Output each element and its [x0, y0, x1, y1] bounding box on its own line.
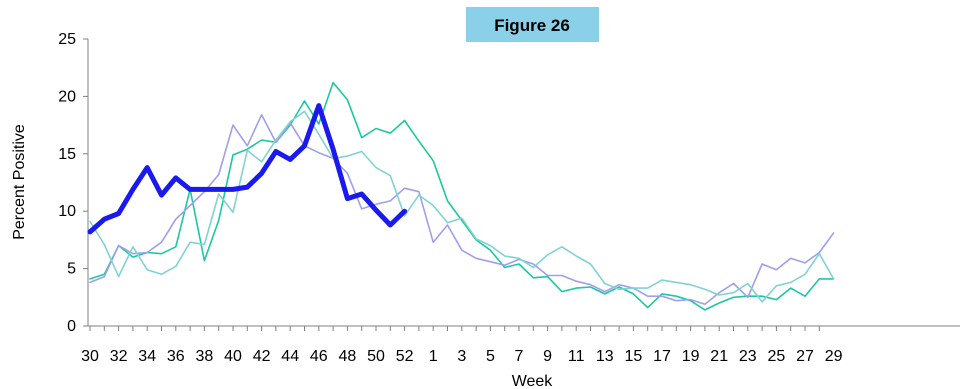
y-axis-title: Percent Positive [11, 124, 28, 240]
x-tick-label: 48 [339, 348, 357, 365]
x-axis-title: Week [512, 373, 554, 389]
x-tick-label: 13 [596, 348, 614, 365]
x-tick-label: 7 [515, 348, 524, 365]
x-tick-label: 46 [310, 348, 328, 365]
x-tick-label: 23 [739, 348, 757, 365]
x-tick-label: 34 [138, 348, 156, 365]
y-tick-label: 25 [58, 31, 76, 48]
x-axis-ticks: 30 32 34 36 38 40 42 44 46 48 50 52 1 3 5 7 9 11 13 15 17 19 2… [81, 326, 843, 365]
x-tick-label: 52 [396, 348, 414, 365]
x-tick-label: 30 [81, 348, 99, 365]
x-tick-label: 25 [768, 348, 786, 365]
x-tick-label: 5 [486, 348, 495, 365]
x-tick-label: 29 [825, 348, 843, 365]
x-tick-label: 32 [110, 348, 128, 365]
x-tick-label: 44 [281, 348, 299, 365]
series-line-1 [87, 103, 408, 235]
y-axis-ticks: 0 5 10 15 20 25 [58, 31, 88, 335]
x-tick-label: 42 [253, 348, 271, 365]
y-tick-label: 20 [58, 88, 76, 105]
x-tick-label: 11 [568, 348, 585, 365]
x-tick-label: 1 [429, 348, 438, 365]
series-lines [87, 81, 835, 311]
x-tick-label: 17 [653, 348, 671, 365]
y-tick-label: 15 [58, 146, 76, 163]
y-tick-label: 0 [67, 318, 76, 335]
series-line-3 [89, 114, 835, 306]
x-tick-label: 40 [224, 348, 242, 365]
x-tick-label: 3 [457, 348, 466, 365]
x-tick-label: 36 [167, 348, 185, 365]
x-tick-label: 27 [796, 348, 814, 365]
y-tick-label: 10 [58, 203, 76, 220]
chart-title-background [466, 7, 599, 42]
x-tick-label: 50 [367, 348, 385, 365]
x-tick-label: 9 [543, 348, 552, 365]
y-tick-label: 5 [67, 261, 76, 278]
x-tick-label: 21 [710, 348, 728, 365]
x-tick-label: 38 [196, 348, 214, 365]
series-line-2 [89, 81, 835, 311]
series-line-4 [89, 110, 835, 303]
x-tick-label: 15 [625, 348, 643, 365]
chart-title: Figure 26 [494, 16, 570, 35]
x-tick-label: 19 [682, 348, 700, 365]
